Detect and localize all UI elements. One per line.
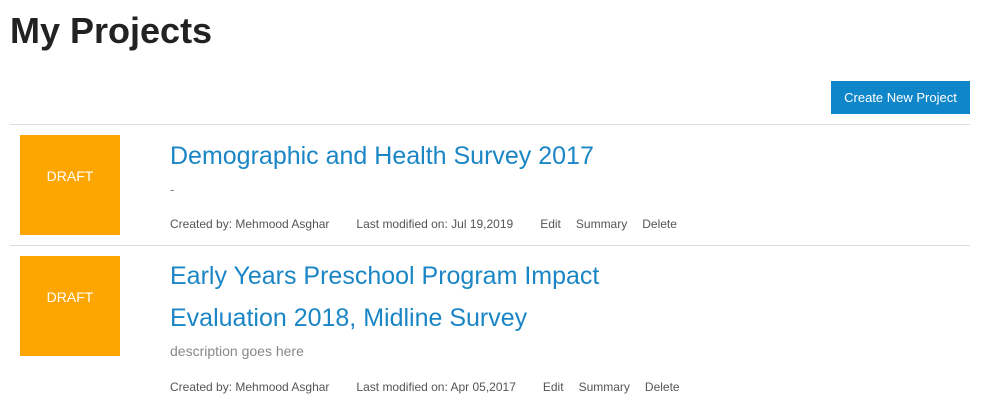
create-new-project-button[interactable]: Create New Project bbox=[831, 81, 970, 114]
project-meta: Created by: Mehmood Asghar Last modified … bbox=[170, 379, 680, 395]
project-title-link[interactable]: Demographic and Health Survey 2017 bbox=[170, 142, 594, 170]
edit-link[interactable]: Edit bbox=[540, 217, 561, 231]
page-title: My Projects bbox=[10, 10, 213, 51]
summary-link[interactable]: Summary bbox=[575, 217, 628, 231]
summary-link[interactable]: Summary bbox=[578, 380, 630, 394]
created-by-text: Created by: Mehmood Asghar bbox=[170, 380, 330, 394]
project-description: - bbox=[170, 181, 175, 197]
divider bbox=[10, 124, 970, 125]
edit-link[interactable]: Edit bbox=[542, 380, 564, 394]
project-card: DRAFT Demographic and Health Survey 2017… bbox=[10, 125, 970, 245]
last-modified-text: Last modified on: Apr 05,2017 bbox=[356, 380, 516, 394]
project-title-link[interactable]: Early Years Preschool Program Impact Eva… bbox=[170, 262, 600, 332]
created-by-text: Created by: Mehmood Asghar bbox=[170, 217, 330, 231]
project-card: DRAFT Early Years Preschool Program Impa… bbox=[10, 246, 970, 406]
project-description: description goes here bbox=[170, 343, 304, 359]
divider bbox=[10, 245, 970, 246]
delete-link[interactable]: Delete bbox=[644, 380, 680, 394]
last-modified-text: Last modified on: Jul 19,2019 bbox=[356, 217, 514, 231]
delete-link[interactable]: Delete bbox=[642, 217, 677, 231]
project-status-thumbnail[interactable]: DRAFT bbox=[20, 256, 120, 356]
project-meta: Created by: Mehmood Asghar Last modified … bbox=[170, 216, 677, 232]
project-status-thumbnail[interactable]: DRAFT bbox=[20, 135, 120, 235]
